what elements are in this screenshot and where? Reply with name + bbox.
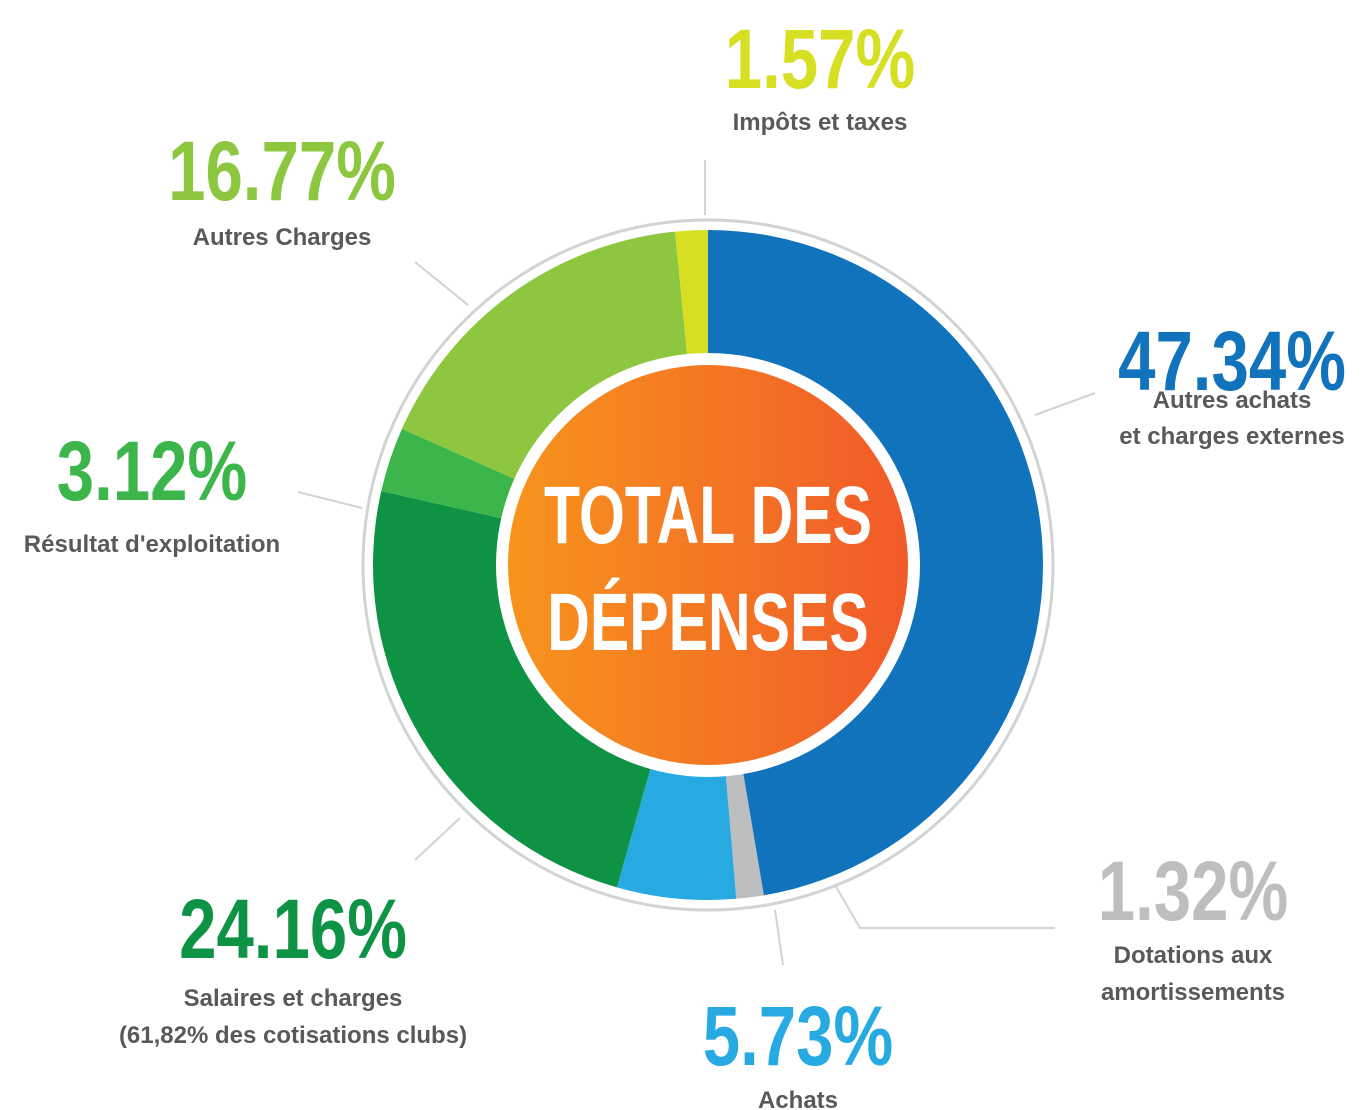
leader-line [834,884,1055,929]
slice [724,762,764,899]
category-label: Achats [758,1087,838,1110]
category-label: Salaires et charges [184,985,403,1012]
value-label: 3.12% [57,425,248,519]
value-label-group: 47.34% [1118,315,1346,409]
category-label: Dotations aux [1114,942,1273,969]
slice [372,491,654,888]
value-label-group: 24.16% [179,883,407,977]
value-label-group: 16.77% [168,125,396,219]
slice [616,757,737,900]
value-label-group: 5.73% [703,990,894,1084]
value-label: 1.32% [1098,845,1289,939]
center-title: TOTAL DES [544,470,872,562]
value-label: 16.77% [168,125,396,219]
slice [708,230,1043,896]
outer-ring [361,218,1055,912]
value-label: 24.16% [179,883,407,977]
slice [401,231,689,484]
category-label: (61,82% des cotisations clubs) [119,1022,467,1049]
center-title: DÉPENSES [547,577,869,669]
category-label: Autres achats [1153,387,1312,414]
leader-line [414,817,461,861]
category-label: Impôts et taxes [733,109,908,136]
slice [381,428,526,521]
center-circle [508,365,908,765]
leader-line [1034,392,1096,416]
value-label: 47.34% [1118,315,1346,409]
leader-line [297,491,363,509]
value-label-group: 1.57% [725,13,916,107]
slice [675,230,708,366]
category-label: Autres Charges [193,224,372,251]
leader-line [414,261,469,306]
value-label: 1.57% [725,13,916,107]
value-label: 5.73% [703,990,894,1084]
leader-line [774,909,784,966]
category-label: et charges externes [1119,423,1344,450]
category-label: amortissements [1101,979,1285,1006]
value-label-group: 3.12% [57,425,248,519]
value-label-group: 1.32% [1098,845,1289,939]
category-label: Résultat d'exploitation [24,531,280,558]
